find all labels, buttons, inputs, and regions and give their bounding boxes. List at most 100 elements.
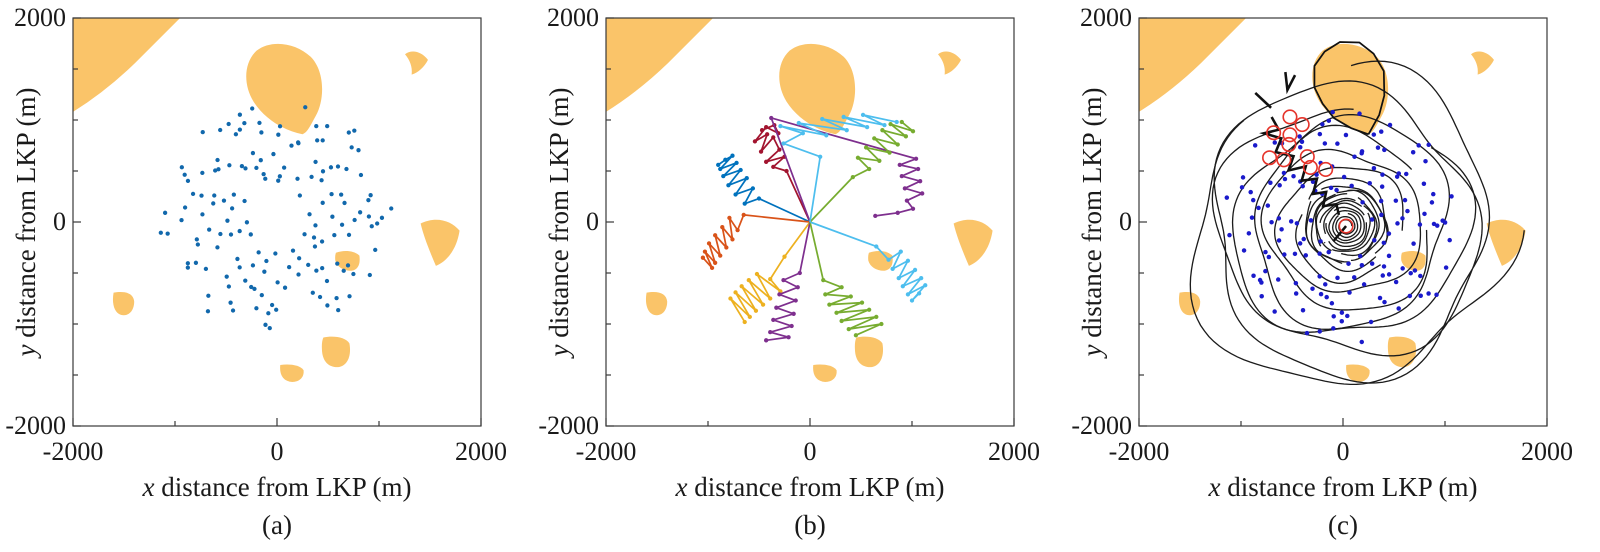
particle-dot <box>339 222 345 227</box>
particle-dot <box>182 205 188 210</box>
spiral-arc <box>1295 214 1381 284</box>
axes-box <box>72 17 482 427</box>
waypoint-marker <box>916 291 922 296</box>
particle-dot <box>1331 314 1336 319</box>
particle-dot <box>195 242 200 247</box>
spiral-arc <box>1231 114 1477 333</box>
particle-dot <box>1224 195 1230 200</box>
particle-dot <box>1259 294 1264 299</box>
waypoint-marker <box>882 122 887 128</box>
detection-circle <box>1276 152 1292 168</box>
waypoint-marker <box>781 277 786 283</box>
waypoint-marker <box>777 292 782 297</box>
particle-dot <box>310 290 315 295</box>
particle-dot <box>1322 141 1328 146</box>
particle-dot <box>325 303 330 308</box>
particle-dot <box>315 138 320 143</box>
waypoint-marker <box>877 158 882 163</box>
waypoint-marker <box>915 166 921 172</box>
particle-dot <box>317 294 323 300</box>
y-tick-label: 2000 <box>547 3 599 32</box>
particle-dot <box>1417 222 1423 227</box>
waypoint-marker <box>839 318 844 324</box>
waypoint-marker <box>777 147 782 152</box>
particle-dot <box>1330 109 1335 115</box>
waypoint-marker <box>712 233 718 238</box>
particle-dot <box>1339 310 1345 315</box>
trajectory-searcher-4 <box>729 221 811 323</box>
waypoint-marker <box>888 121 893 127</box>
y-tick-label: -2000 <box>5 411 66 440</box>
particle-dot <box>314 268 319 273</box>
particle-dot <box>1357 111 1362 116</box>
waypoint-marker <box>904 198 910 203</box>
particle-dot <box>1252 143 1258 148</box>
particle-dot <box>233 132 239 137</box>
y-tick-label: 2000 <box>14 3 66 32</box>
plot-area-b <box>605 17 1015 427</box>
particle-dot <box>276 132 281 137</box>
particle-dot <box>263 176 268 181</box>
particle-dot <box>1421 181 1427 186</box>
particle-dot <box>262 269 267 274</box>
waypoint-marker <box>791 311 796 316</box>
particle-dot <box>179 218 184 223</box>
waypoint-marker <box>763 124 769 130</box>
particle-dot <box>1239 185 1245 190</box>
waypoint-marker <box>733 290 738 295</box>
particle-dot <box>1426 291 1431 296</box>
waypoint-marker <box>754 271 760 277</box>
particle-dot <box>312 244 318 249</box>
particle-dot <box>1400 266 1405 271</box>
waypoint-marker <box>758 149 764 154</box>
particle-dot <box>309 174 314 180</box>
particle-dot <box>1396 171 1402 176</box>
waypoint-marker <box>782 254 787 259</box>
particle-dot <box>1246 231 1252 236</box>
particle-dot <box>1320 122 1325 127</box>
detour-segment <box>1259 116 1341 216</box>
particle-dot <box>1323 282 1328 287</box>
particle-dot <box>1395 221 1400 226</box>
particle-dot <box>1382 299 1387 305</box>
particle-dot <box>329 192 334 197</box>
y-tick-label: 2000 <box>1080 3 1132 32</box>
particle-dot <box>366 214 372 219</box>
spiral-arc <box>1325 222 1368 248</box>
waypoint-marker <box>912 267 918 273</box>
terrain-obstacles <box>606 18 993 382</box>
particle-dot <box>347 294 352 299</box>
waypoint-marker <box>716 162 721 168</box>
obstacle-top-right-small <box>938 51 961 75</box>
particle-dot <box>1435 223 1440 228</box>
particle-dot <box>200 170 205 175</box>
particle-dot <box>193 260 199 265</box>
particle-dot <box>258 158 263 163</box>
particle-dot <box>1268 180 1273 185</box>
particle-dot <box>203 266 209 272</box>
particle-dot <box>1346 261 1351 266</box>
particle-dot <box>1279 227 1284 232</box>
waypoint-marker <box>890 266 895 272</box>
spiral-arc <box>1331 205 1376 252</box>
particle-dot <box>1339 319 1345 324</box>
particle-dot <box>1400 216 1405 221</box>
waypoint-marker <box>910 129 916 134</box>
particle-dot <box>356 148 361 153</box>
particle-dot <box>311 235 317 240</box>
waypoint-marker <box>774 305 779 310</box>
trajectory-searcher-1 <box>754 124 811 223</box>
detection-circle <box>1318 161 1334 178</box>
waypoint-marker <box>721 173 726 179</box>
particle-dot <box>345 263 351 268</box>
trajectory-searcher-6 <box>809 221 883 337</box>
particle-dot <box>1375 145 1381 150</box>
particle-dot <box>1326 249 1331 255</box>
particle-dot <box>319 178 324 183</box>
waypoint-marker <box>863 145 869 150</box>
particle-dot <box>221 198 227 203</box>
waypoint-marker <box>823 292 828 297</box>
particle-dot <box>1369 217 1375 222</box>
particle-dot <box>194 237 199 242</box>
axes-box <box>605 17 1015 427</box>
